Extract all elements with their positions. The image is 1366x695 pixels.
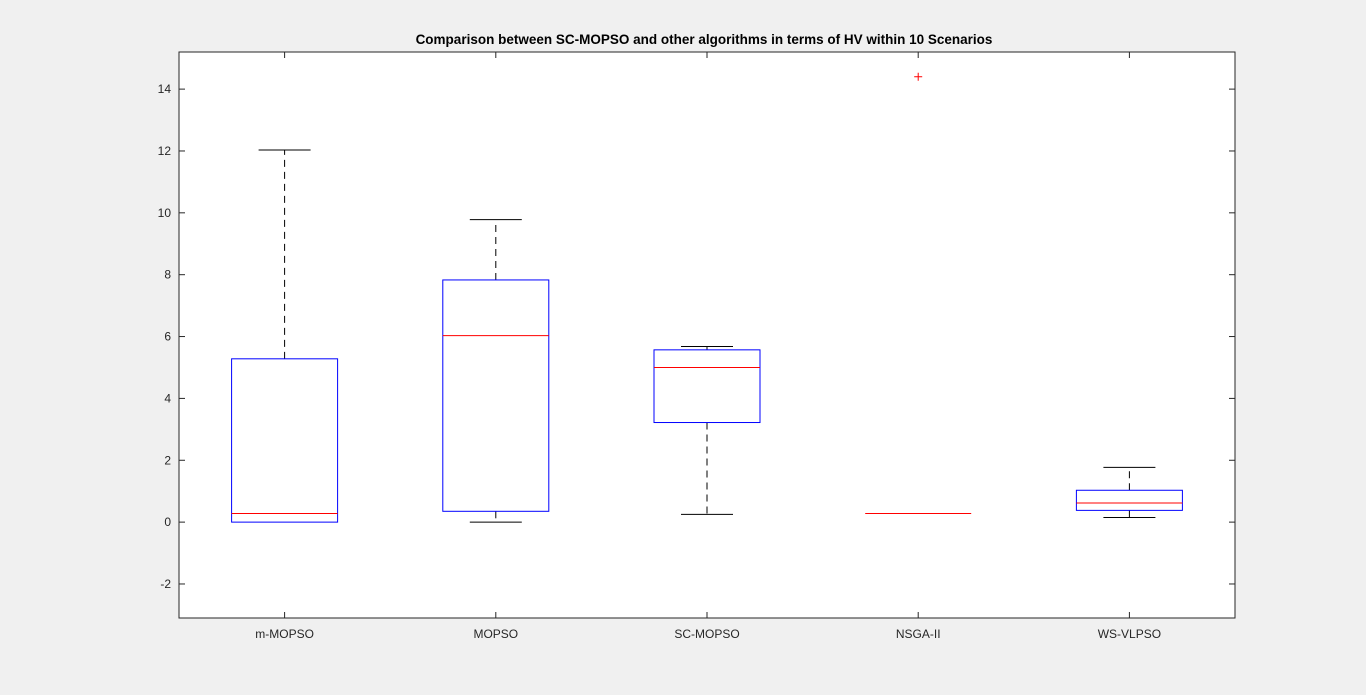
x-tick-label: MOPSO <box>473 627 518 641</box>
box <box>442 279 550 512</box>
box <box>231 358 339 523</box>
y-tick-label: 12 <box>158 144 172 158</box>
y-tick-label: 2 <box>164 453 171 467</box>
box-plot-m-mopso <box>231 149 339 523</box>
y-tick-label: -2 <box>160 577 171 591</box>
x-tick-label: m-MOPSO <box>255 627 314 641</box>
y-tick-label: 14 <box>158 82 172 96</box>
axes-background <box>179 52 1235 618</box>
box-plot-nsga-ii <box>865 72 972 514</box>
y-tick-label: 4 <box>164 391 171 405</box>
box-plots <box>231 72 1183 523</box>
chart-title: Comparison between SC-MOPSO and other al… <box>416 32 993 47</box>
y-tick-label: 0 <box>164 515 171 529</box>
axes-frame <box>178 51 1236 619</box>
box-plot-ws-vlpso <box>1075 466 1183 518</box>
y-tick-label: 8 <box>164 268 171 282</box>
box <box>653 349 761 424</box>
y-tick-label: 10 <box>158 206 172 220</box>
box <box>1075 489 1183 511</box>
x-tick-label: NSGA-II <box>896 627 941 641</box>
outlier-marker <box>914 72 923 81</box>
box-plot-mopso <box>442 219 550 523</box>
axis-ticks: -2 0 2 4 6 8 10 12 14 m-MOPSO MOPSO SC-MOPSO NSGA-II… <box>158 52 1235 641</box>
x-tick-label: WS-VLPSO <box>1098 627 1161 641</box>
box-plot-sc-mopso <box>653 345 761 515</box>
y-tick-label: 6 <box>164 330 171 344</box>
x-tick-label: SC-MOPSO <box>674 627 739 641</box>
